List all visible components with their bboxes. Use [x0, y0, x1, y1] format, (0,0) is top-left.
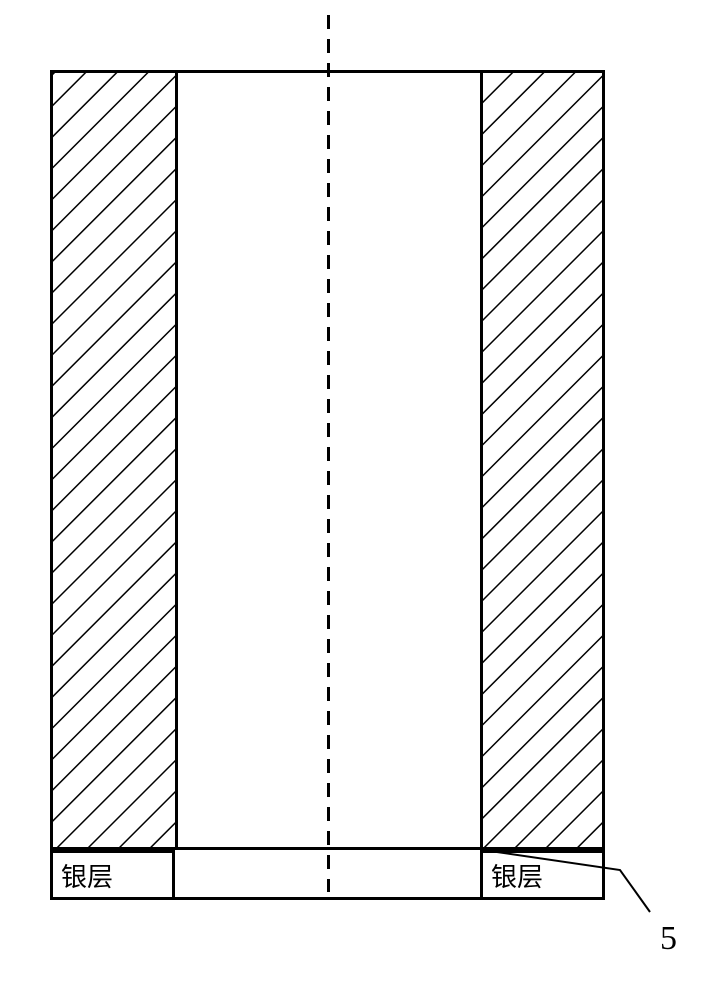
- callout-number: 5: [660, 920, 677, 958]
- diagram-stage: 银层 银层 5: [0, 0, 701, 1000]
- callout-leader: [0, 0, 701, 1000]
- callout-number-text: 5: [660, 920, 677, 957]
